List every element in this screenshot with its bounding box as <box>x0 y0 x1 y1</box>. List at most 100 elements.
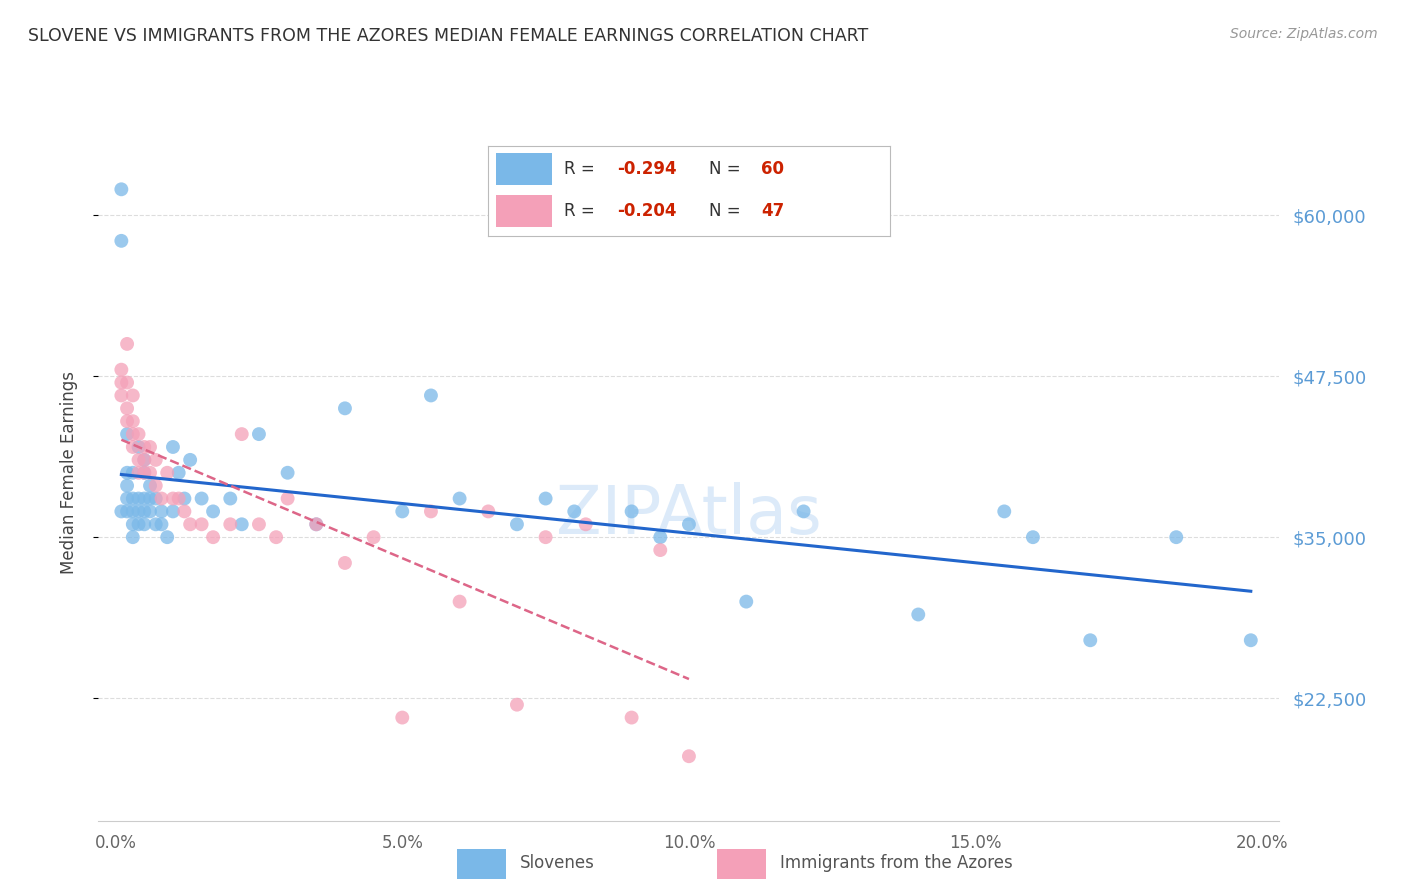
Text: ZIPAtlas: ZIPAtlas <box>555 482 823 548</box>
Point <box>1078 633 1101 648</box>
Point <box>145 491 167 506</box>
Point <box>477 504 499 518</box>
Point <box>139 440 162 454</box>
Point <box>231 517 253 532</box>
Point <box>156 466 179 480</box>
Point <box>735 594 758 608</box>
Point <box>134 453 156 467</box>
Point <box>167 466 190 480</box>
Point <box>1240 633 1263 648</box>
Point <box>907 607 929 622</box>
Point <box>231 427 253 442</box>
Point <box>115 401 138 416</box>
Point <box>145 453 167 467</box>
Point <box>110 234 132 248</box>
Point <box>449 491 471 506</box>
Point <box>650 530 672 544</box>
Point <box>650 543 672 558</box>
Point <box>145 478 167 492</box>
Point <box>219 517 242 532</box>
Point <box>134 453 156 467</box>
Bar <box>717 849 766 879</box>
Point <box>534 530 557 544</box>
Point <box>150 504 173 518</box>
Point <box>277 466 299 480</box>
Point <box>420 504 443 518</box>
Point <box>115 337 138 351</box>
Point <box>139 504 162 518</box>
Text: SLOVENE VS IMMIGRANTS FROM THE AZORES MEDIAN FEMALE EARNINGS CORRELATION CHART: SLOVENE VS IMMIGRANTS FROM THE AZORES ME… <box>28 27 869 45</box>
Point <box>993 504 1015 518</box>
Text: Slovenes: Slovenes <box>520 854 595 872</box>
Point <box>121 440 143 454</box>
Point <box>121 491 143 506</box>
Point <box>134 491 156 506</box>
Point <box>128 517 150 532</box>
Point <box>391 710 413 724</box>
Point <box>506 517 529 532</box>
Point <box>167 491 190 506</box>
Point <box>121 427 143 442</box>
Point <box>363 530 385 544</box>
Point <box>506 698 529 712</box>
Point <box>449 594 471 608</box>
Point <box>247 517 270 532</box>
Point <box>162 504 184 518</box>
Point <box>620 710 643 724</box>
Point <box>162 440 184 454</box>
Point <box>678 749 700 764</box>
Y-axis label: Median Female Earnings: Median Female Earnings <box>59 371 77 574</box>
Point <box>128 466 150 480</box>
Point <box>173 504 195 518</box>
Point <box>128 427 150 442</box>
Point <box>305 517 328 532</box>
Point <box>391 504 413 518</box>
Point <box>121 530 143 544</box>
Point <box>247 427 270 442</box>
Point <box>162 491 184 506</box>
Point <box>128 453 150 467</box>
Point <box>156 530 179 544</box>
Point <box>150 517 173 532</box>
Point <box>121 504 143 518</box>
Point <box>277 491 299 506</box>
Point <box>134 466 156 480</box>
Point <box>110 362 132 376</box>
Point <box>115 504 138 518</box>
Point <box>420 388 443 402</box>
Point <box>575 517 598 532</box>
Point <box>620 504 643 518</box>
Point <box>145 517 167 532</box>
Bar <box>457 849 506 879</box>
Point <box>179 453 201 467</box>
Point <box>134 517 156 532</box>
Point <box>793 504 815 518</box>
Point <box>110 388 132 402</box>
Point <box>115 427 138 442</box>
Point <box>139 466 162 480</box>
Text: Source: ZipAtlas.com: Source: ZipAtlas.com <box>1230 27 1378 41</box>
Point <box>139 478 162 492</box>
Point <box>190 517 212 532</box>
Point <box>128 504 150 518</box>
Point <box>115 478 138 492</box>
Point <box>110 376 132 390</box>
Point <box>173 491 195 506</box>
Point <box>128 440 150 454</box>
Point <box>678 517 700 532</box>
Point <box>202 530 225 544</box>
Point <box>139 491 162 506</box>
Point <box>121 466 143 480</box>
Point <box>134 440 156 454</box>
Point <box>150 491 173 506</box>
Point <box>190 491 212 506</box>
Point <box>333 556 356 570</box>
Point <box>333 401 356 416</box>
Point <box>115 376 138 390</box>
Point <box>128 491 150 506</box>
Point <box>179 517 201 532</box>
Point <box>121 414 143 428</box>
Point <box>562 504 585 518</box>
Point <box>1166 530 1188 544</box>
Point <box>305 517 328 532</box>
